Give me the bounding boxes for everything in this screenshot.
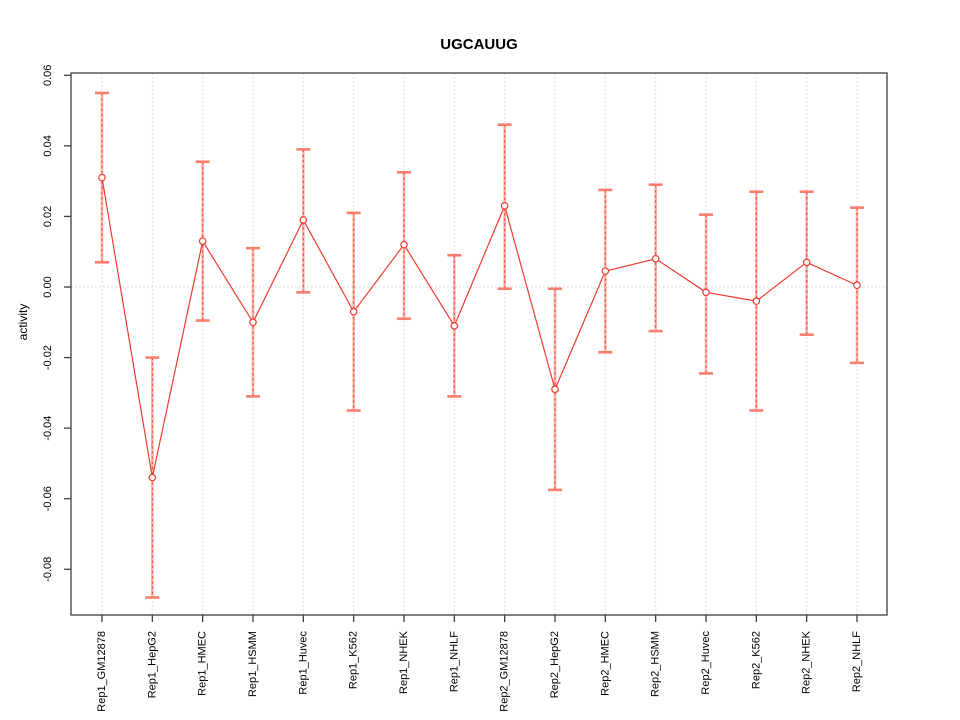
- y-tick-label: -0.08: [42, 557, 54, 582]
- x-tick-label: Rep2_NHEK: [801, 630, 813, 694]
- y-tick-label: 0.00: [42, 276, 54, 297]
- plot-area: 0.06 0.04 0.02 0.00 -0.02 -0.04 -0.06 -0.08 Rep1…: [42, 65, 888, 712]
- x-tick-label: Rep1_NHEK: [398, 630, 410, 694]
- x-tick-label: Rep2_HepG2: [549, 631, 561, 698]
- x-tick-label: Rep1_HSMM: [247, 631, 259, 697]
- data-point: [299, 216, 308, 224]
- data-point: [450, 322, 459, 330]
- data-point: [853, 281, 861, 290]
- x-tick-label: Rep1_HepG2: [146, 631, 158, 698]
- x-tick-label: Rep2_Huvec: [700, 631, 712, 695]
- data-point: [98, 173, 106, 182]
- data-point: [551, 385, 559, 394]
- y-tick-label: -0.06: [42, 486, 54, 511]
- x-tick-label: Rep1_GM12878: [96, 631, 108, 712]
- y-tick-label: 0.06: [42, 65, 54, 86]
- y-tick-label: -0.02: [42, 345, 54, 370]
- y-tick-label: 0.02: [42, 206, 54, 227]
- data-point: [148, 473, 157, 482]
- x-tick-label: Rep2_HMEC: [599, 631, 611, 696]
- data-point: [500, 202, 509, 210]
- y-tick-label: 0.04: [42, 135, 54, 156]
- plot-border: [70, 72, 888, 616]
- data-point: [651, 254, 660, 263]
- data-point: [601, 267, 610, 275]
- data-point: [249, 318, 257, 327]
- x-tick-label: Rep2_GM12878: [499, 631, 511, 712]
- y-tick-label: -0.04: [42, 416, 54, 441]
- x-tick-label: Rep2_HSMM: [650, 631, 662, 697]
- x-tick-label: Rep1_NHLF: [448, 631, 460, 692]
- data-point: [198, 237, 207, 245]
- data-point: [400, 240, 408, 249]
- y-axis-title: activity: [16, 304, 30, 341]
- x-tick-label: Rep1_Huvec: [297, 631, 309, 695]
- data-point: [702, 288, 710, 297]
- x-tick-label: Rep1_K562: [348, 631, 360, 689]
- chart-title: UGCAUUG: [440, 36, 518, 53]
- x-tick-label: Rep1_HMEC: [197, 631, 209, 696]
- series-line: [101, 177, 858, 478]
- data-point: [802, 258, 811, 267]
- data-point: [752, 297, 761, 305]
- x-tick-label: Rep2_NHLF: [851, 631, 863, 692]
- x-tick-label: Rep2_K562: [750, 631, 762, 689]
- data-point: [349, 307, 358, 316]
